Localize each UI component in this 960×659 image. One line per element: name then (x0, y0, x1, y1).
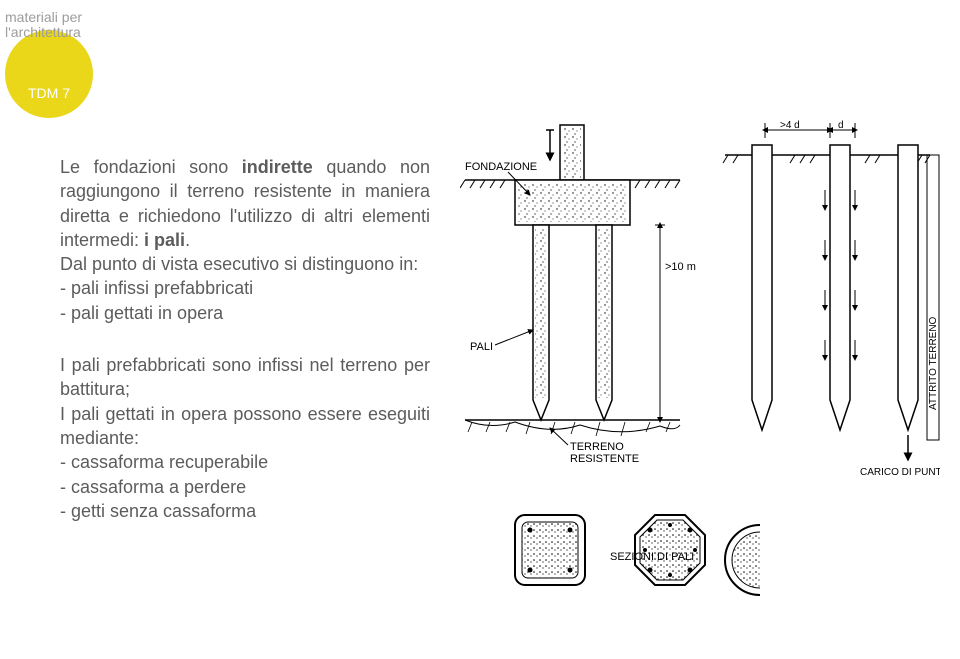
label-fondazione: FONDAZIONE (465, 161, 537, 173)
course-badge: TDM 7 materiali per l'architettura (5, 10, 100, 105)
label-attrito: ATTRITO TERRENO (928, 316, 939, 410)
p1a: Le fondazioni sono (60, 157, 242, 177)
p1e: . (185, 230, 190, 250)
badge-line2: l'architettura (5, 24, 81, 40)
badge-circle: TDM 7 (5, 30, 93, 118)
slide-text: Le fondazioni sono indirette quando non … (60, 155, 430, 523)
list-item-2: - pali gettati in opera (60, 301, 430, 325)
paragraph-4: I pali gettati in opera possono essere e… (60, 402, 430, 451)
label-sezioni: SEZIONI DI PALI (610, 551, 694, 563)
label-dim1: >4 d (780, 120, 800, 131)
paragraph-2: Dal punto di vista esecutivo si distingu… (60, 252, 430, 276)
p1b: indirette (242, 157, 313, 177)
paragraph-3: I pali prefabbricati sono infissi nel te… (60, 353, 430, 402)
label-terreno1: TERRENO (570, 441, 624, 453)
label-pali: PALI (470, 341, 493, 353)
pile-cross-sections: SEZIONI DI PALI (515, 515, 760, 595)
right-piles: >4 d d (723, 120, 940, 478)
label-terreno2: RESISTENTE (570, 453, 639, 465)
badge-line1: materiali per (5, 9, 82, 25)
left-section: FONDAZIONE >10 m PALI TERRENO RESISTENTE (460, 125, 696, 465)
pile-foundation-diagram: FONDAZIONE >10 m PALI TERRENO RESISTENTE (460, 120, 940, 620)
badge-tdm-label: TDM 7 (28, 85, 70, 101)
paragraph-1: Le fondazioni sono indirette quando non … (60, 155, 430, 252)
list-item-1: - pali infissi prefabbricati (60, 276, 430, 300)
list-item-3: - cassaforma recuperabile (60, 450, 430, 474)
list-item-4: - cassaforma a perdere (60, 475, 430, 499)
label-carico: CARICO DI PUNTA (860, 467, 940, 478)
label-dim2: d (838, 120, 844, 131)
p1d: i pali (144, 230, 185, 250)
label-depth: >10 m (665, 261, 696, 273)
list-item-5: - getti senza cassaforma (60, 499, 430, 523)
badge-title: materiali per l'architettura (5, 10, 82, 41)
